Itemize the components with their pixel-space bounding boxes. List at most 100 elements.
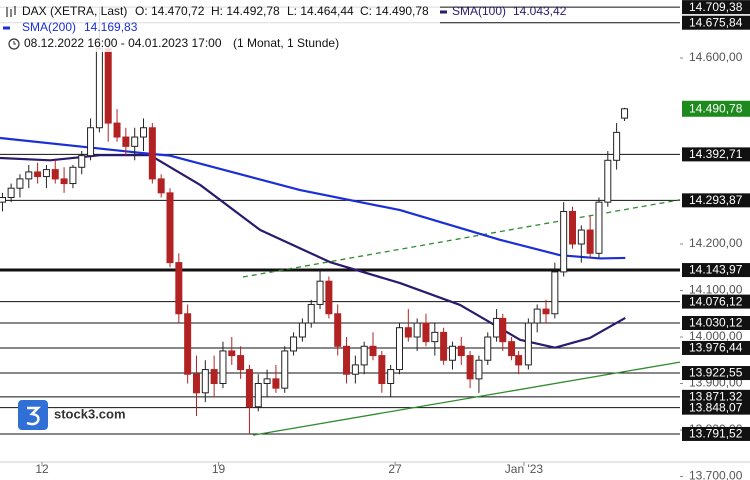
candle-body	[184, 313, 192, 375]
candle-body	[237, 355, 245, 371]
candle-body	[25, 171, 33, 180]
logo-text: stock3.com	[54, 406, 126, 421]
level-label: 14.030,12	[689, 316, 743, 330]
level-label-box	[682, 0, 750, 15]
candle-body	[508, 341, 516, 357]
x-tick-label: 27	[388, 462, 402, 476]
level-label: 13.791,52	[689, 427, 743, 441]
ohlc-high: H: 14.492,78	[211, 4, 280, 18]
candle-body	[201, 369, 209, 394]
candle-body	[604, 159, 612, 203]
y-tick-label: 13.700,00	[689, 469, 743, 480]
candle-body	[78, 155, 86, 168]
candle-body	[360, 345, 368, 366]
level-label: 14.709,38	[689, 0, 743, 14]
level-label: 14.675,84	[689, 15, 743, 29]
x-tick-label: 12	[35, 462, 49, 476]
trendline	[242, 199, 681, 278]
y-tick-label: 14.600,00	[689, 50, 743, 64]
y-tick-label: 14.100,00	[689, 283, 743, 297]
candle-body	[369, 345, 377, 357]
candle-body	[263, 378, 271, 385]
level-label-box	[682, 15, 750, 30]
ohlc-open: O: 14.470,72	[135, 4, 205, 18]
candle-body	[42, 169, 50, 178]
candle-body	[148, 127, 156, 180]
candle-body	[440, 331, 448, 361]
level-label: 14.293,87	[689, 193, 743, 207]
sma-line	[0, 154, 626, 349]
candle-body	[210, 369, 218, 385]
candle-body	[484, 336, 492, 361]
candle-body	[613, 131, 621, 161]
candle-body	[104, 48, 112, 124]
candle-body	[595, 201, 603, 254]
y-tick-label: 14.000,00	[689, 329, 743, 343]
candle-body	[245, 369, 253, 408]
candle-body	[51, 169, 59, 180]
level-label-box	[682, 426, 750, 441]
level-label: 13.848,07	[689, 400, 743, 414]
level-label: 14.143,97	[689, 263, 743, 277]
candle-body	[457, 345, 465, 357]
bars-icon	[6, 6, 16, 17]
candle-body	[34, 171, 42, 178]
x-tick-label: 19	[212, 462, 226, 476]
candle-body	[69, 166, 77, 185]
candle-body	[140, 127, 148, 138]
legend-value: 14.043,42	[513, 4, 567, 18]
level-label-box	[682, 400, 750, 415]
level-label: 13.871,32	[689, 390, 743, 404]
clock-icon	[8, 38, 20, 50]
level-label-box	[682, 147, 750, 162]
candle-body	[621, 108, 629, 119]
candle-body	[192, 373, 200, 394]
candle-body	[281, 350, 289, 389]
candle-body	[351, 364, 359, 375]
level-label-box	[682, 263, 750, 278]
candle-body	[413, 322, 421, 338]
legend-value: 14.169,83	[84, 20, 138, 34]
candle-body	[533, 308, 541, 324]
candle-body	[577, 229, 585, 245]
candle-body	[113, 122, 121, 138]
candle-body	[7, 187, 15, 198]
candle-body	[316, 280, 324, 305]
candle-body	[16, 178, 24, 189]
ohlc-low: L: 14.464,44	[287, 4, 354, 18]
candle-body	[219, 350, 227, 385]
legend-name: SMA(100)	[452, 4, 506, 18]
plot-area: 14.600,0014.200,0014.100,0014.000,0013.9…	[0, 6, 750, 480]
candle-body	[60, 178, 68, 185]
candle-body	[254, 383, 262, 408]
candle-body	[466, 355, 474, 380]
ohlc-close: C: 14.490,78	[360, 4, 429, 18]
instrument-title: DAX (XETRA, Last)	[22, 4, 127, 18]
candle-body	[568, 210, 576, 245]
candle-body	[325, 280, 333, 315]
candle-body	[334, 313, 342, 347]
level-label: 14.076,12	[689, 294, 743, 308]
candle-body	[395, 327, 403, 371]
interval: (1 Monat, 1 Stunde)	[233, 36, 339, 50]
candle-body	[343, 345, 351, 375]
candle-body	[422, 322, 430, 343]
candle-body	[431, 331, 439, 343]
candle-body	[493, 317, 501, 338]
candle-body	[272, 378, 280, 389]
candle-body	[290, 336, 298, 352]
level-label-box	[682, 294, 750, 309]
legend-name: SMA(200)	[22, 20, 76, 34]
trendline	[253, 361, 681, 436]
candle-body	[515, 355, 523, 366]
level-label-box	[682, 389, 750, 404]
candle-body	[560, 210, 568, 273]
candle-body	[448, 345, 456, 361]
candle-body	[131, 136, 139, 147]
level-label: 14.392,71	[689, 147, 743, 161]
candle-body	[122, 136, 130, 147]
candle-body	[228, 350, 236, 357]
